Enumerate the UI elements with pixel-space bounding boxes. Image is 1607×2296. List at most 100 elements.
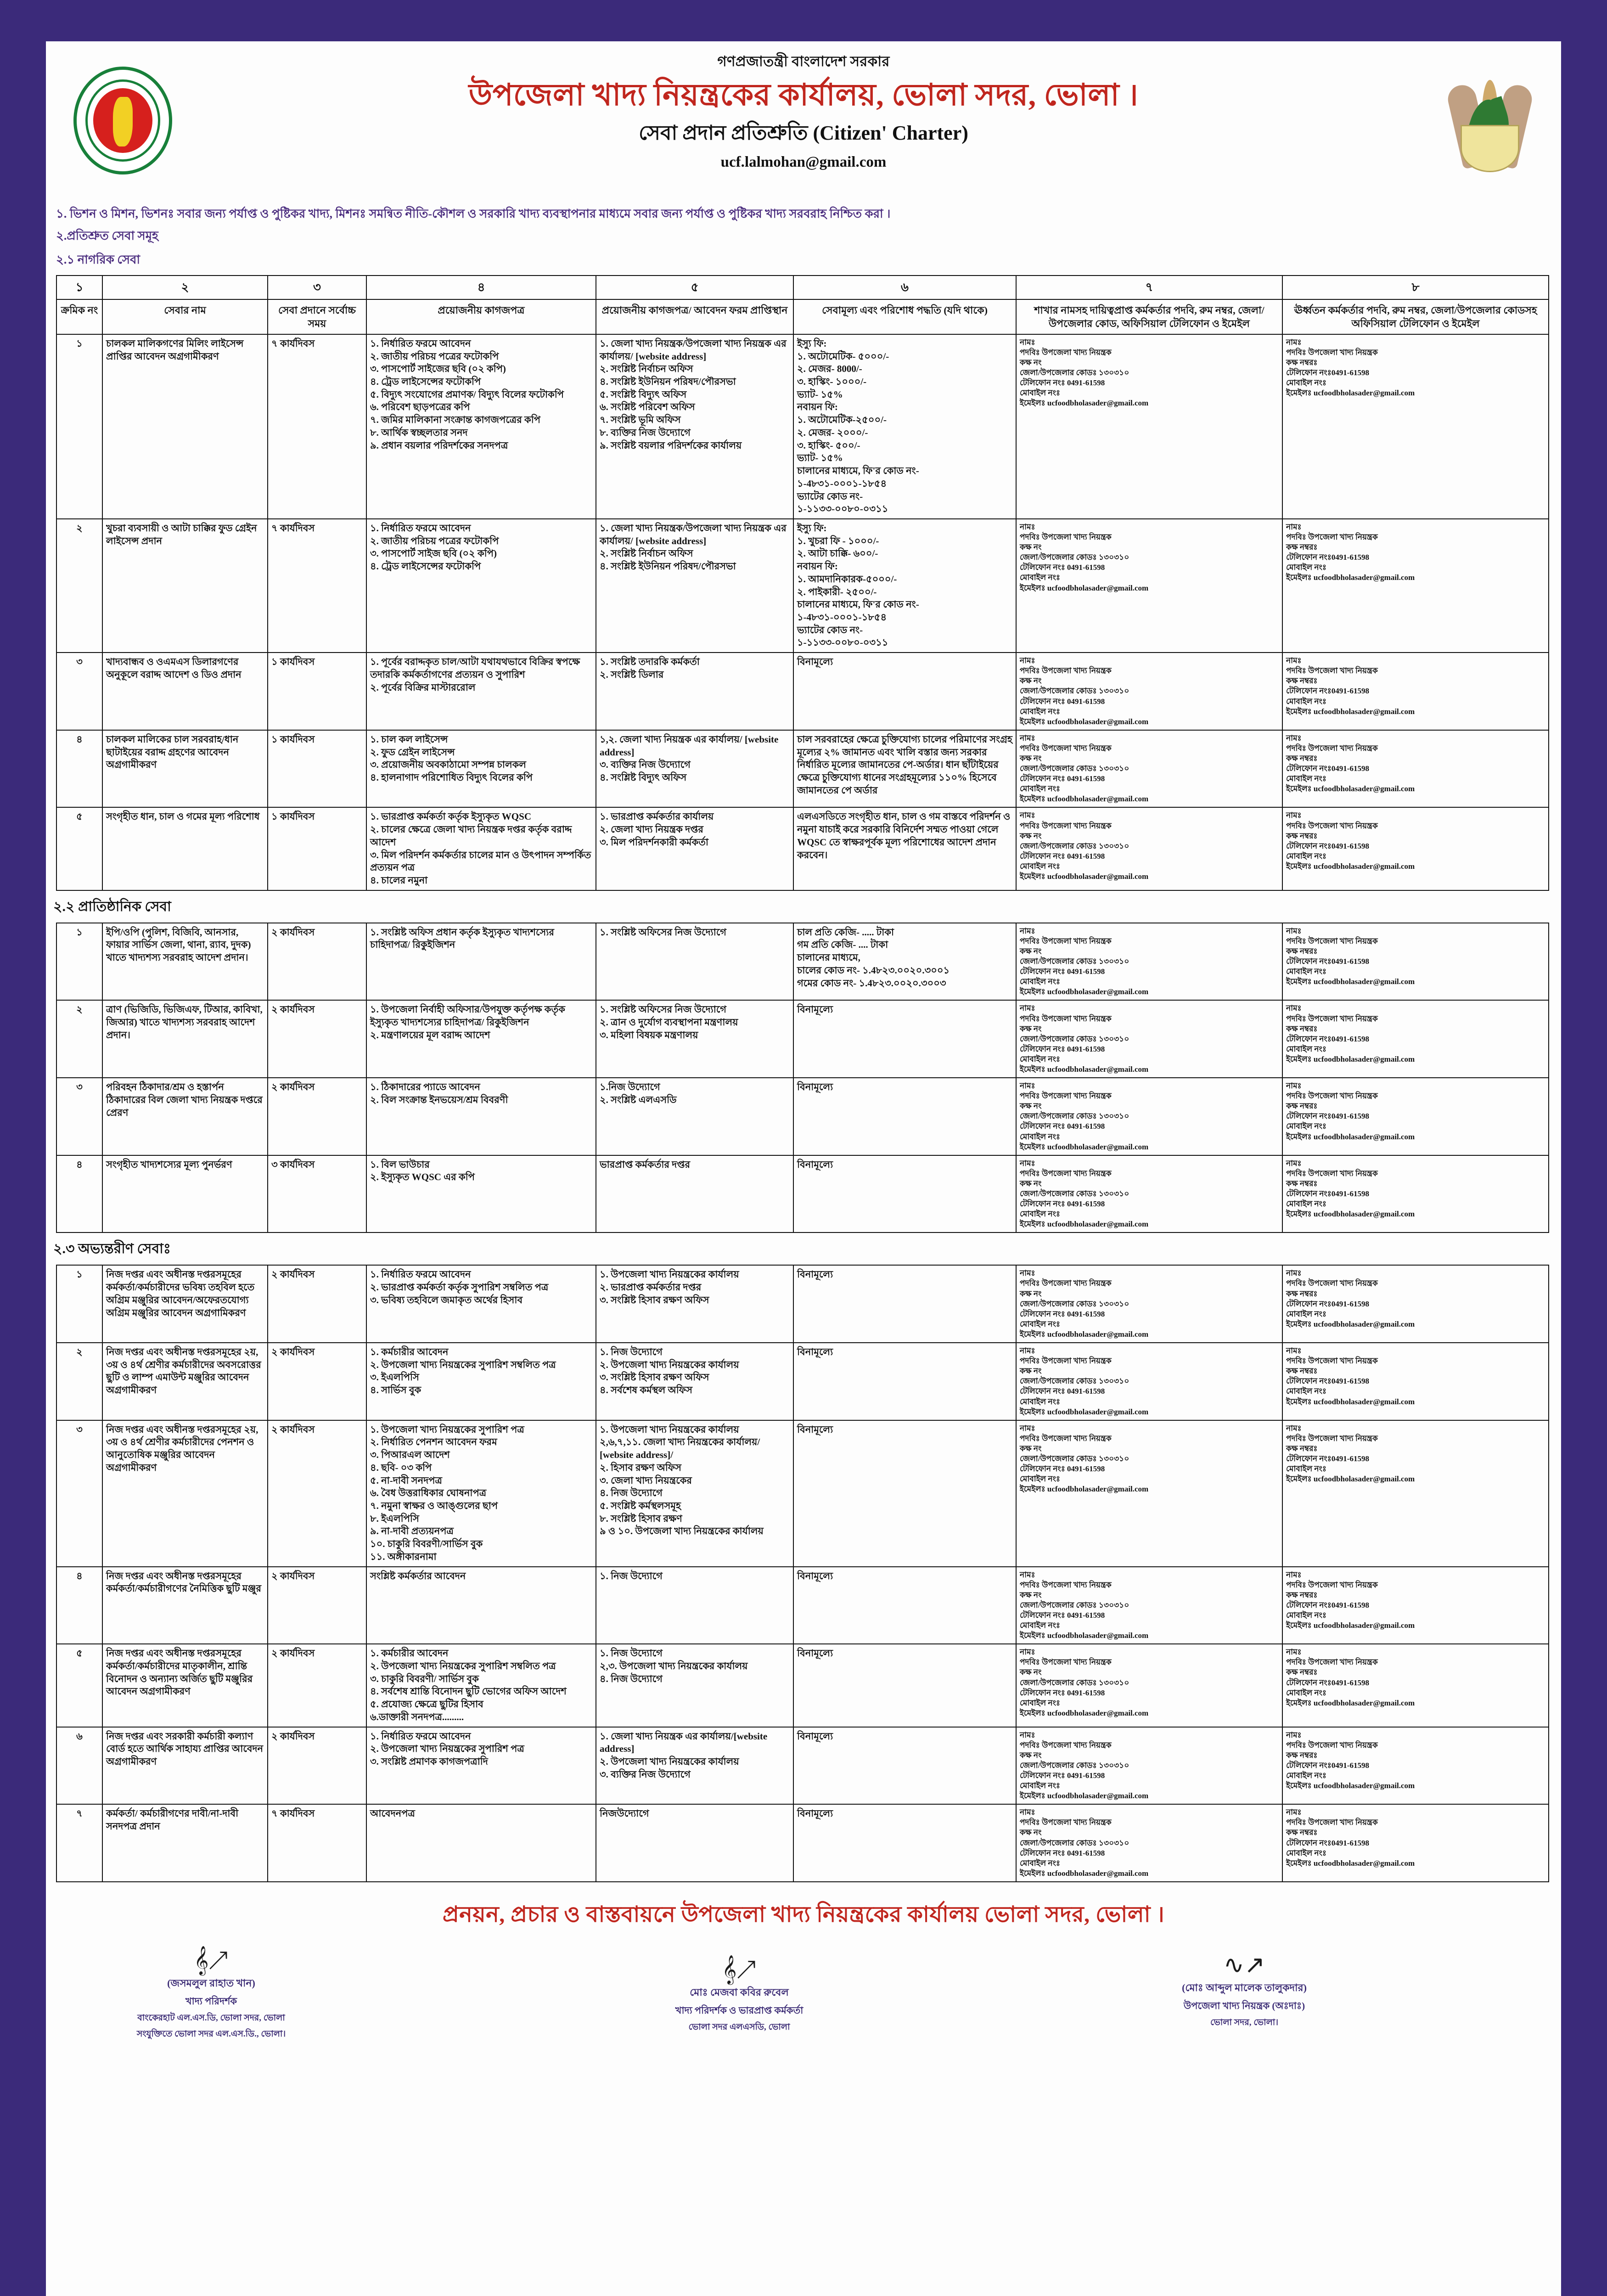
row-max-time: ৩ কার্যদিবস	[267, 1154, 367, 1233]
row-fee: চাল সরবরাহের ক্ষেত্রে চুক্তিযোগ্য চালের …	[793, 729, 1017, 808]
table-header-row: ক্রমিক নং সেবার নাম সেবা প্রদানে সর্বোচ্…	[56, 298, 1549, 335]
row-responsible-officer: নামঃ পদবিঃ উপজেলা খাদ্য নিয়ন্ত্রক কক্ষ নং…	[1016, 1726, 1283, 1805]
row-max-time: ২ কার্যদিবস	[267, 1342, 367, 1421]
row-required-docs: ১. ঠিকাদারের প্যাডে আবেদন ২. বিল সংক্রান্…	[366, 1077, 596, 1156]
government-line: গণপ্রজাতন্ত্রী বাংলাদেশ সরকার	[717, 53, 890, 69]
row-senior-officer: নামঃ পদবিঃ উপজেলা খাদ্য নিয়ন্ত্রক কক্ষ নম…	[1282, 1342, 1549, 1421]
row-service-name: সংগৃহীত খাদ্যশস্যের মূল্য পুনর্ভরণ	[102, 1154, 268, 1233]
row-responsible-officer: নামঃ পদবিঃ উপজেলা খাদ্য নিয়ন্ত্রক কক্ষ নং…	[1016, 1643, 1283, 1728]
row-doc-source: ১,২. জেলা খাদ্য নিয়ন্ত্রক এর কার্যালয়/…	[596, 729, 794, 808]
row-max-time: ৭ কার্যদিবস	[267, 333, 367, 519]
row-senior-officer: নামঃ পদবিঃ উপজেলা খাদ্য নিয়ন্ত্রক কক্ষ নম…	[1282, 807, 1549, 891]
row-senior-officer: নামঃ পদবিঃ উপজেলা খাদ্য নিয়ন্ত্রক কক্ষ নম…	[1282, 1419, 1549, 1567]
row-serial-number: ২	[56, 1342, 103, 1421]
row-doc-source: ১. সংশ্লিষ্ট তদারকি কর্মকর্তা ২. সংশ্লিষ্…	[596, 652, 794, 731]
row-service-name: ইপি/ওপি (পুলিশ, বিজিবি, আনসার, ফায়ার সা…	[102, 922, 268, 1001]
row-service-name: নিজ দপ্তর এবং অধীনস্ত দপ্তরসমূহের ২য়, ৩…	[102, 1419, 268, 1567]
row-max-time: ২ কার্যদিবস	[267, 1643, 367, 1728]
row-responsible-officer: নামঃ পদবিঃ উপজেলা খাদ্য নিয়ন্ত্রক কক্ষ নং…	[1016, 1804, 1283, 1882]
row-senior-officer: নামঃ পদবিঃ উপজেলা খাদ্য নিয়ন্ত্রক কক্ষ নম…	[1282, 1726, 1549, 1805]
signature-office-left: বাংকেরহাট এল.এস.ডি, ভোলা সদর, ভোলা	[137, 2013, 285, 2023]
document-header: গণপ্রজাতন্ত্রী বাংলাদেশ সরকার উপজেলা খাদ…	[46, 41, 1561, 207]
row-max-time: ৭ কার্যদিবস	[267, 518, 367, 653]
row-service-name: নিজ দপ্তর এবং অধীনস্ত দপ্তরসমূহের কর্মকর…	[102, 1265, 268, 1344]
row-service-name: সংগৃহীত ধান, চাল ও গমের মূল্য পরিশোধ	[102, 807, 268, 891]
row-required-docs: ১. নির্ধারিত ফরমে আবেদন ২. উপজেলা খাদ্য ন…	[366, 1726, 596, 1805]
section-23-title: ২.৩ অভ্যন্তরীণ সেবাঃ	[53, 1241, 171, 1257]
row-responsible-officer: নামঃ পদবিঃ উপজেলা খাদ্য নিয়ন্ত্রক কক্ষ নং…	[1016, 1265, 1283, 1344]
row-responsible-officer: নামঃ পদবিঃ উপজেলা খাদ্য নিয়ন্ত্রক কক্ষ নং…	[1016, 1566, 1283, 1645]
row-doc-source: ১. উপজেলা খাদ্য নিয়ন্ত্রকের কার্যালয় ২.…	[596, 1265, 794, 1344]
row-fee: চাল প্রতি কেজি- ..... টাকা গম প্রতি কেজি-…	[793, 922, 1017, 1001]
row-responsible-officer: নামঃ পদবিঃ উপজেলা খাদ্য নিয়ন্ত্রক কক্ষ নং…	[1016, 1154, 1283, 1233]
table-row: ৭ কর্মকর্তা/ কর্মচারীগণের দাবী/না-দাবী সন…	[56, 1804, 1549, 1882]
row-required-docs: ১. কর্মচারীর আবেদন ২. উপজেলা খাদ্য নিয়ন্…	[366, 1643, 596, 1728]
row-fee: বিনামূল্যে	[793, 1000, 1017, 1079]
table-row: ২ নিজ দপ্তর এবং অধীনস্ত দপ্তরসমূহের ২য়, …	[56, 1342, 1549, 1421]
row-serial-number: ৭	[56, 1804, 103, 1882]
row-fee: বিনামূল্যে	[793, 1265, 1017, 1344]
institutional-services-body: ১ ইপি/ওপি (পুলিশ, বিজিবি, আনসার, ফায়ার স…	[56, 922, 1549, 1233]
row-required-docs: ১. চাল কল লাইসেন্স ২. ফুড গ্রেইন লাইসেন্স…	[366, 729, 596, 808]
row-senior-officer: নামঃ পদবিঃ উপজেলা খাদ্য নিয়ন্ত্রক কক্ষ নম…	[1282, 333, 1549, 519]
row-serial-number: ১	[56, 922, 103, 1001]
col-number-4: ৪	[366, 275, 596, 300]
signature-post-middle: খাদ্য পরিদর্শক ও ভারপ্রাপ্ত কর্মকর্তা	[675, 2004, 804, 2016]
row-responsible-officer: নামঃ পদবিঃ উপজেলা খাদ্য নিয়ন্ত্রক কক্ষ নং…	[1016, 729, 1283, 808]
table-row: ৩ নিজ দপ্তর এবং অধীনস্ত দপ্তরসমূহের ২য়, …	[56, 1419, 1549, 1567]
row-senior-officer: নামঃ পদবিঃ উপজেলা খাদ্য নিয়ন্ত্রক কক্ষ নম…	[1282, 922, 1549, 1001]
table-row: ৫ নিজ দপ্তর এবং অধীনস্ত দপ্তরসমূহের কর্মক…	[56, 1643, 1549, 1728]
row-max-time: ২ কার্যদিবস	[267, 1077, 367, 1156]
row-max-time: ১ কার্যদিবস	[267, 807, 367, 891]
row-senior-officer: নামঃ পদবিঃ উপজেলা খাদ্য নিয়ন্ত্রক কক্ষ নম…	[1282, 1077, 1549, 1156]
services-heading: ২.প্রতিশ্রুত সেবা সমূহ	[56, 229, 158, 242]
row-senior-officer: নামঃ পদবিঃ উপজেলা খাদ্য নিয়ন্ত্রক কক্ষ নম…	[1282, 652, 1549, 731]
row-service-name: কর্মকর্তা/ কর্মচারীগণের দাবী/না-দাবী সনদ…	[102, 1804, 268, 1882]
row-senior-officer: নামঃ পদবিঃ উপজেলা খাদ্য নিয়ন্ত্রক কক্ষ নম…	[1282, 518, 1549, 653]
row-doc-source: ভারপ্রাপ্ত কর্মকর্তার দপ্তর	[596, 1154, 794, 1233]
row-senior-officer: নামঃ পদবিঃ উপজেলা খাদ্য নিয়ন্ত্রক কক্ষ নম…	[1282, 1154, 1549, 1233]
row-fee: বিনামূল্যে	[793, 1566, 1017, 1645]
row-max-time: ১ কার্যদিবস	[267, 652, 367, 731]
header-fee-method: সেবামূল্য এবং পরিশোধ পদ্ধতি (যদি থাকে)	[793, 298, 1017, 335]
signature-office2-left: সংযুক্তিতে ভোলা সদর এল.এস.ডি., ভোলা।	[136, 2029, 286, 2039]
table-row: ১ নিজ দপ্তর এবং অধীনস্ত দপ্তরসমূহের কর্মক…	[56, 1265, 1549, 1344]
row-required-docs: ১. কর্মচারীর আবেদন ২. উপজেলা খাদ্য নিয়ন্…	[366, 1342, 596, 1421]
footer-tagline: প্রনয়ন, প্রচার ও বাস্তবায়নে উপজেলা খাদ…	[442, 1902, 1165, 1927]
signature-mark-icon: 𝄞↗	[722, 1955, 757, 1983]
row-doc-source: ১. সংশ্লিষ্ট অফিসের নিজ উদ্যোগে	[596, 922, 794, 1001]
signature-row: 𝄞↗ (জসমলুল রাহাত খান) খাদ্য পরিদর্শক বাং…	[46, 1943, 1561, 2095]
row-fee: ইস্যু ফি: ১. খুচরা ফি - ১০০০/- ২. আটা চাক্…	[793, 518, 1017, 653]
row-senior-officer: নামঃ পদবিঃ উপজেলা খাদ্য নিয়ন্ত্রক কক্ষ নম…	[1282, 1000, 1549, 1079]
row-fee: বিনামূল্যে	[793, 1804, 1017, 1882]
signature-mark-icon: ∿↗	[1223, 1951, 1265, 1979]
bangladesh-national-emblem-icon	[73, 67, 172, 174]
header-center: গণপ্রজাতন্ত্রী বাংলাদেশ সরকার উপজেলা খাদ…	[211, 51, 1396, 171]
signature-block-middle: 𝄞↗ মোঃ মেজবা কবির রুবেল খাদ্য পরিদর্শক ও…	[579, 1957, 900, 2035]
row-fee: বিনামূল্যে	[793, 652, 1017, 731]
citizen-services-body: ১ চালকল মালিকগণের মিলিং লাইসেন্স প্রাপ্তি…	[56, 333, 1549, 891]
row-service-name: নিজ দপ্তর এবং সরকারী কর্মচারী কল্যাণ বোর…	[102, 1726, 268, 1805]
row-responsible-officer: নামঃ পদবিঃ উপজেলা খাদ্য নিয়ন্ত্রক কক্ষ নং…	[1016, 518, 1283, 653]
row-serial-number: ৩	[56, 652, 103, 731]
row-serial-number: ১	[56, 1265, 103, 1344]
col-number-5: ৫	[596, 275, 794, 300]
row-fee: বিনামূল্যে	[793, 1726, 1017, 1805]
signature-name-middle: মোঃ মেজবা কবির রুবেল	[690, 1986, 789, 1998]
row-responsible-officer: নামঃ পদবিঃ উপজেলা খাদ্য নিয়ন্ত্রক কক্ষ নং…	[1016, 1077, 1283, 1156]
row-service-name: পরিবহন ঠিকাদার/শ্রম ও হস্তার্পন ঠিকাদারে…	[102, 1077, 268, 1156]
row-fee: বিনামূল্যে	[793, 1342, 1017, 1421]
row-responsible-officer: নামঃ পদবিঃ উপজেলা খাদ্য নিয়ন্ত্রক কক্ষ নং…	[1016, 652, 1283, 731]
row-max-time: ২ কার্যদিবস	[267, 1265, 367, 1344]
row-senior-officer: নামঃ পদবিঃ উপজেলা খাদ্য নিয়ন্ত্রক কক্ষ নম…	[1282, 1566, 1549, 1645]
document-page: গণপ্রজাতন্ত্রী বাংলাদেশ সরকার উপজেলা খাদ…	[46, 41, 1561, 2296]
row-serial-number: ৬	[56, 1726, 103, 1805]
row-max-time: ২ কার্যদিবস	[267, 922, 367, 1001]
header-responsible-officer: শাখার নামসহ দায়িত্বপ্রাপ্ত কর্মকর্তার প…	[1016, 298, 1283, 335]
row-max-time: ২ কার্যদিবস	[267, 1726, 367, 1805]
row-serial-number: ৪	[56, 1566, 103, 1645]
row-serial-number: ৫	[56, 1643, 103, 1728]
row-responsible-officer: নামঃ পদবিঃ উপজেলা খাদ্য নিয়ন্ত্রক কক্ষ নং…	[1016, 1342, 1283, 1421]
row-doc-source: ১. নিজ উদ্যোগে ২. উপজেলা খাদ্য নিয়ন্ত্রক…	[596, 1342, 794, 1421]
row-service-name: খুচরা ব্যবসায়ী ও আটা চাক্কির ফুড গ্রেইন…	[102, 518, 268, 653]
